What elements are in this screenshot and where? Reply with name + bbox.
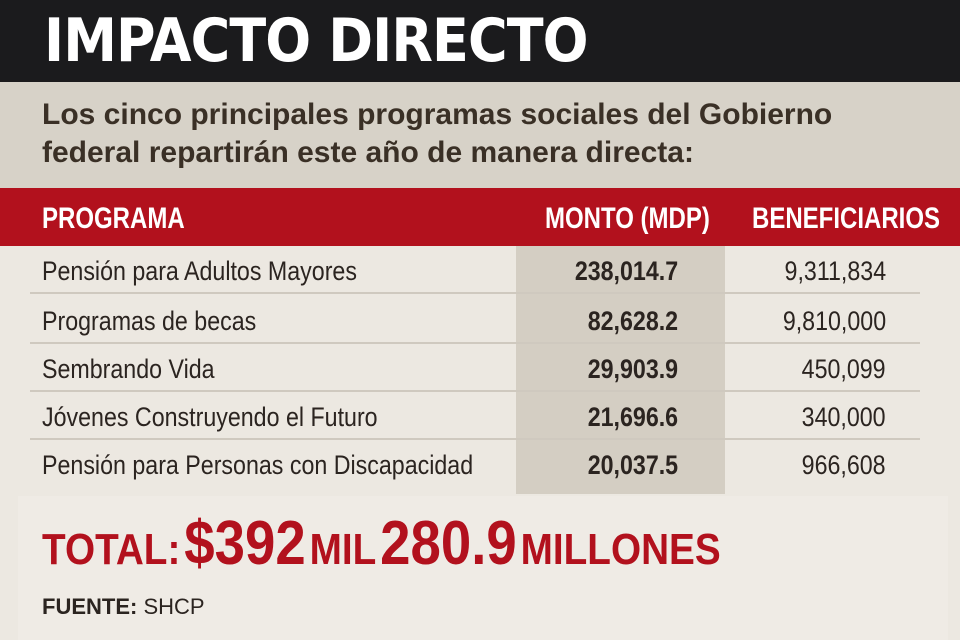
header-bar: IMPACTO DIRECTO: [0, 0, 960, 82]
intro-line-1: Los cinco principales programas sociales…: [42, 98, 833, 131]
row-divider: [30, 438, 920, 440]
table-row: Pensión para Personas con Discapacidad 2…: [0, 440, 960, 488]
row-divider: [30, 390, 920, 392]
cell-beneficiarios: 340,000: [802, 402, 886, 432]
table-row: Sembrando Vida 29,903.9 450,099: [0, 344, 960, 392]
monto-column-shade: [516, 246, 725, 494]
total-amount-2: 280.9: [380, 509, 517, 578]
total-millones: MILLONES: [520, 525, 721, 574]
row-divider: [30, 292, 920, 294]
cell-monto: 29,903.9: [587, 354, 678, 384]
table-row: Programas de becas 82,628.2 9,810,000: [0, 296, 960, 344]
cell-monto: 21,696.6: [587, 402, 678, 432]
table-body: Pensión para Adultos Mayores 238,014.7 9…: [0, 246, 960, 494]
source-value: SHCP: [143, 594, 205, 619]
cell-programa: Sembrando Vida: [42, 354, 215, 384]
cell-beneficiarios: 9,810,000: [782, 306, 886, 336]
source-label: FUENTE:: [42, 594, 138, 619]
cell-programa: Programas de becas: [42, 306, 257, 336]
cell-monto: 82,628.2: [587, 306, 678, 336]
intro-line-2: federal repartirán este año de manera di…: [42, 136, 694, 169]
total-label: TOTAL:: [42, 525, 181, 574]
table-row: Pensión para Adultos Mayores 238,014.7 9…: [0, 246, 960, 294]
cell-monto: 238,014.7: [574, 256, 678, 286]
total-amount-1: $392: [184, 509, 306, 578]
cell-beneficiarios: 966,608: [802, 450, 886, 480]
cell-monto: 20,037.5: [587, 450, 678, 480]
cell-programa: Pensión para Personas con Discapacidad: [42, 450, 474, 480]
table-header: PROGRAMA MONTO (MDP) BENEFICIARIOS: [0, 188, 960, 246]
total-line: TOTAL: $392 MIL 280.9 MILLONES: [42, 508, 721, 579]
header-beneficiarios: BENEFICIARIOS: [752, 202, 941, 235]
header-programa: PROGRAMA: [42, 202, 185, 235]
total-panel: TOTAL: $392 MIL 280.9 MILLONES FUENTE: S…: [18, 496, 948, 640]
cell-beneficiarios: 450,099: [802, 354, 886, 384]
header-monto: MONTO (MDP): [545, 202, 710, 235]
cell-programa: Jóvenes Construyendo el Futuro: [42, 402, 378, 432]
row-divider: [30, 342, 920, 344]
intro-text: Los cinco principales programas sociales…: [0, 82, 960, 188]
page-title: IMPACTO DIRECTO: [44, 6, 589, 76]
cell-programa: Pensión para Adultos Mayores: [42, 256, 357, 286]
cell-beneficiarios: 9,311,834: [784, 256, 886, 286]
source-line: FUENTE: SHCP: [42, 594, 205, 620]
table-row: Jóvenes Construyendo el Futuro 21,696.6 …: [0, 392, 960, 440]
total-mil: MIL: [309, 525, 377, 574]
